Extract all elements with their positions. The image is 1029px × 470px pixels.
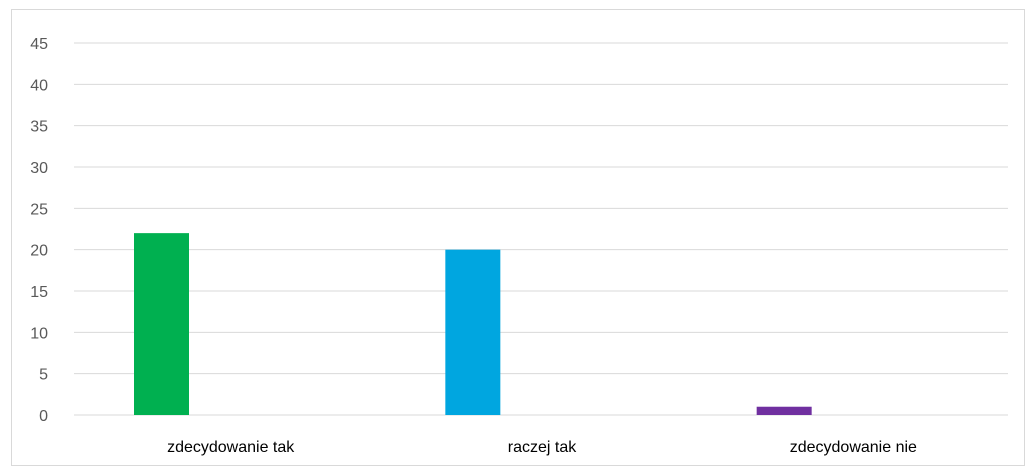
y-tick-label: 0 <box>39 408 48 425</box>
y-tick-label: 30 <box>30 160 48 177</box>
y-tick-label: 5 <box>39 367 48 384</box>
x-axis-labels: zdecydowanie tak raczej tak zdecydowanie n… <box>167 439 917 456</box>
y-tick-label: 20 <box>30 243 48 260</box>
x-category-label: raczej tak <box>508 439 577 456</box>
bars <box>134 233 812 415</box>
y-axis-ticks: 0 5 10 15 20 25 30 35 40 45 <box>30 36 48 425</box>
x-category-label: zdecydowanie nie <box>790 439 917 456</box>
y-tick-label: 25 <box>30 201 48 218</box>
y-tick-label: 40 <box>30 77 48 94</box>
x-category-label: zdecydowanie tak <box>167 439 295 456</box>
bar-raczej-tak <box>445 249 501 415</box>
y-tick-label: 15 <box>30 284 48 301</box>
y-tick-label: 35 <box>30 119 48 136</box>
y-tick-label: 10 <box>30 325 48 342</box>
y-tick-label: 45 <box>30 36 48 53</box>
gridlines <box>74 42 1008 416</box>
bar-zdecydowanie-tak <box>134 233 189 415</box>
bar-zdecydowanie-nie <box>756 406 812 415</box>
